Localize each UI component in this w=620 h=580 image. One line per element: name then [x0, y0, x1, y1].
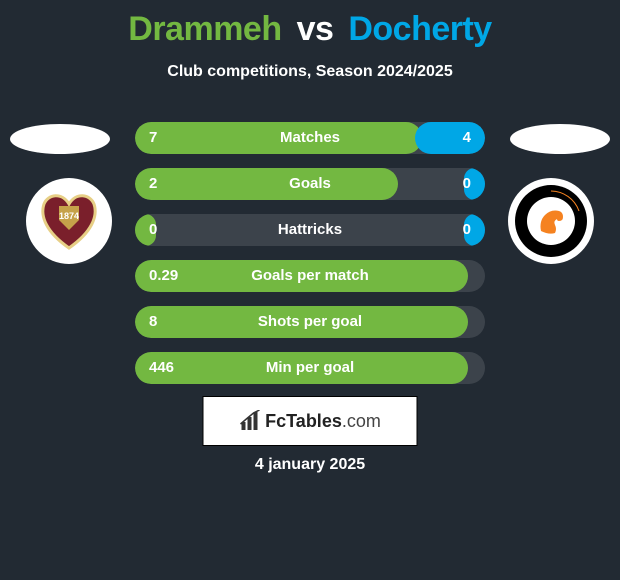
- player2-portrait-slot: [510, 124, 610, 154]
- club-badge-left: 1874: [26, 178, 112, 264]
- stat-value-left: 0: [149, 214, 157, 246]
- hearts-crest-icon: 1874: [34, 186, 104, 256]
- club-badge-right: [508, 178, 594, 264]
- brand-light: .com: [342, 411, 381, 431]
- stat-label: Goals: [135, 168, 485, 200]
- stat-row: Goals2 0: [135, 168, 485, 200]
- snapshot-date: 4 january 2025: [0, 456, 620, 474]
- stats-container: Matches74Goals20Hattricks00Goals per mat…: [135, 122, 485, 398]
- brand-box[interactable]: FcTables.com: [203, 396, 418, 446]
- stat-value-left: 7: [149, 122, 157, 154]
- dundee-utd-crest-icon: [513, 183, 589, 259]
- vs-label: vs: [297, 10, 334, 48]
- page-title: Drammeh vs Docherty: [0, 10, 620, 49]
- player1-portrait-slot: [10, 124, 110, 154]
- player2-name: Docherty: [348, 10, 491, 48]
- stat-value-left: 446: [149, 352, 174, 384]
- comparison-card: Drammeh vs Docherty Club competitions, S…: [0, 0, 620, 580]
- stat-row: Shots per goal8: [135, 306, 485, 338]
- stat-row: Goals per match0.29: [135, 260, 485, 292]
- stat-row: Hattricks0 0: [135, 214, 485, 246]
- stat-label: Goals per match: [135, 260, 485, 292]
- subtitle: Club competitions, Season 2024/2025: [0, 63, 620, 81]
- stat-label: Shots per goal: [135, 306, 485, 338]
- svg-text:1874: 1874: [59, 211, 79, 221]
- stat-label: Hattricks: [135, 214, 485, 246]
- stat-value-left: 8: [149, 306, 157, 338]
- brand-bold: FcTables: [265, 411, 342, 431]
- stat-value-right: 0: [463, 168, 471, 200]
- fctables-logo-icon: [239, 410, 261, 432]
- stat-label: Matches: [135, 122, 485, 154]
- brand-text: FcTables.com: [265, 411, 381, 432]
- stat-value-right: 0: [463, 214, 471, 246]
- stat-value-right: 4: [463, 122, 471, 154]
- stat-label: Min per goal: [135, 352, 485, 384]
- stat-row: Matches7 4: [135, 122, 485, 154]
- stat-row: Min per goal446: [135, 352, 485, 384]
- stat-value-left: 0.29: [149, 260, 178, 292]
- player1-name: Drammeh: [128, 10, 281, 48]
- stat-value-left: 2: [149, 168, 157, 200]
